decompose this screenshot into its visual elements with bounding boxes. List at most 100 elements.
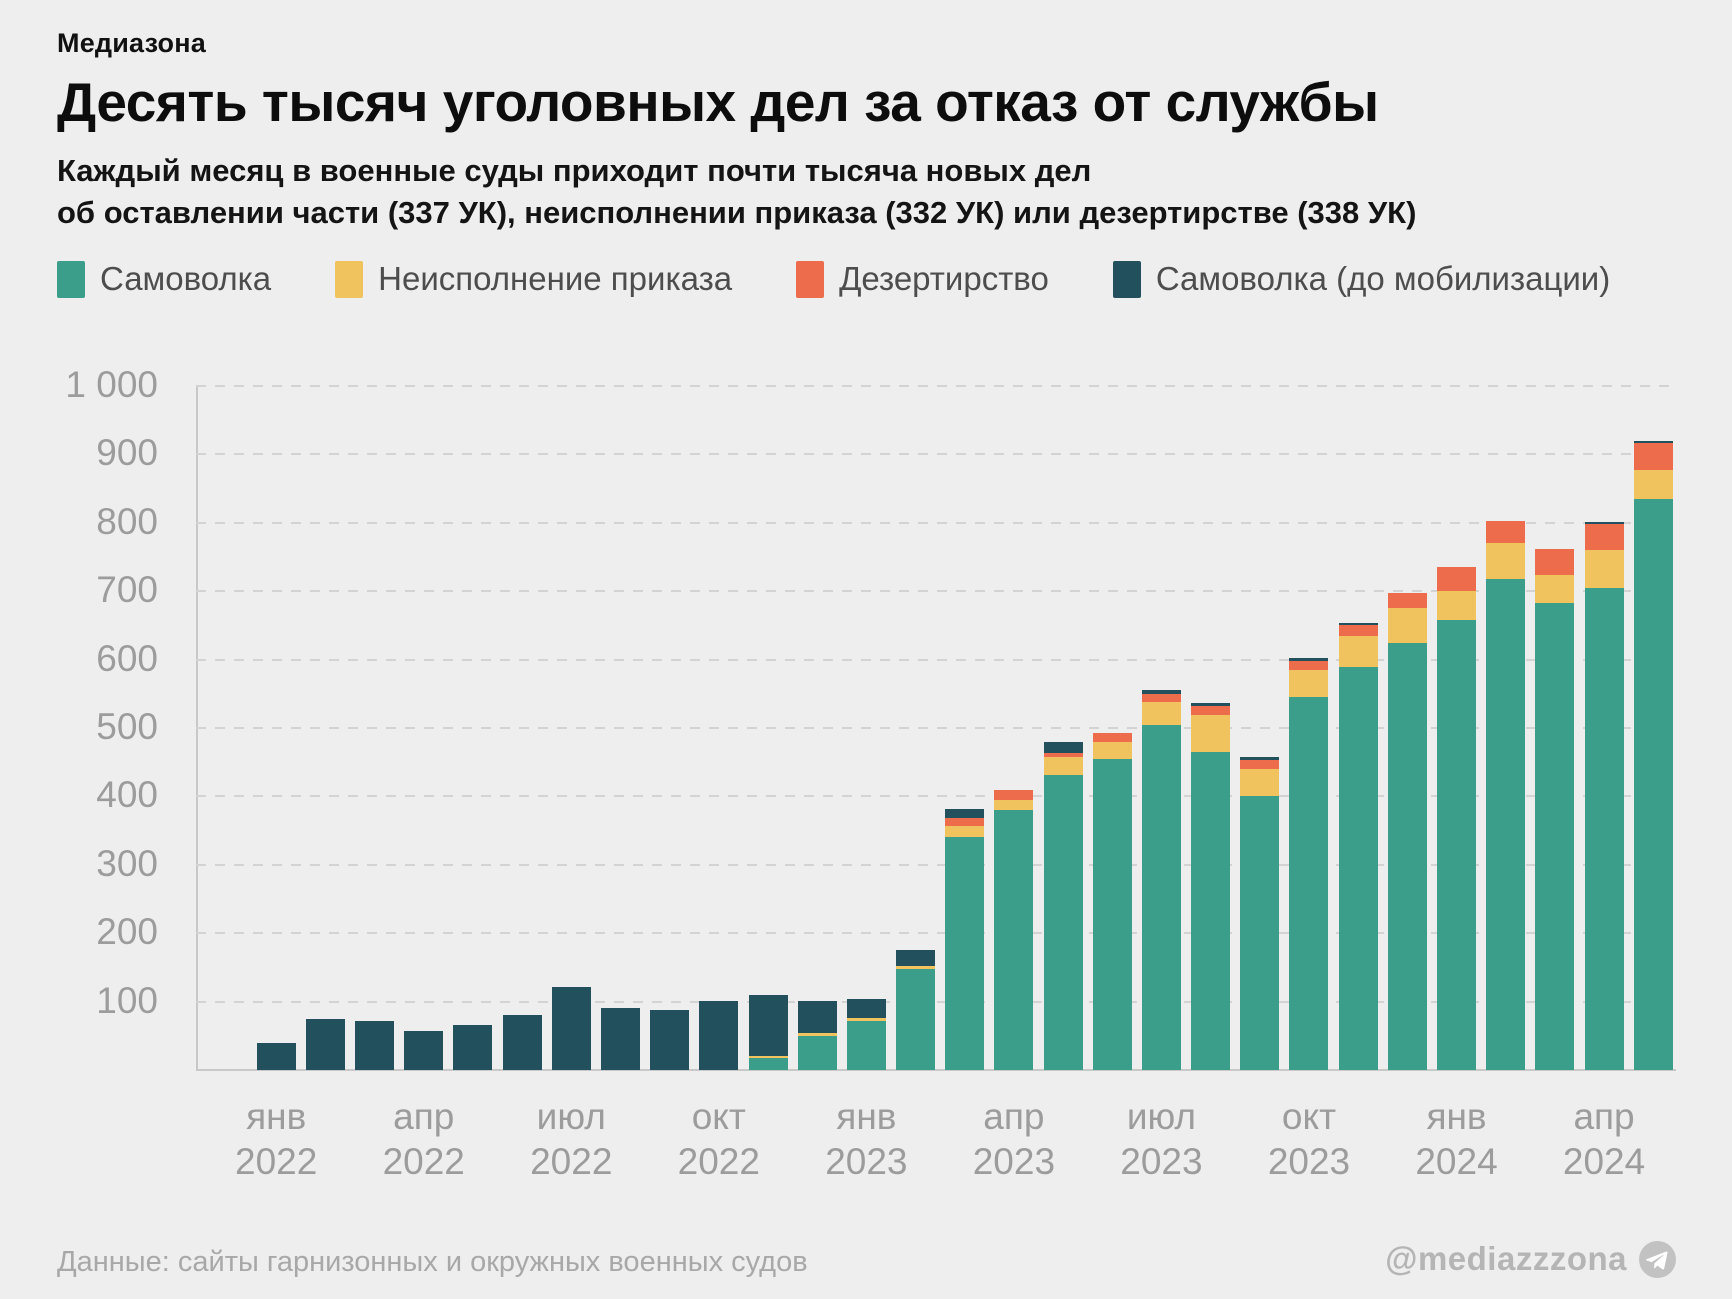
x-axis-tick-label: июл 2022: [491, 1094, 651, 1184]
bar-segment-Дезертирство: [1437, 567, 1477, 592]
x-tick-year: 2022: [382, 1141, 465, 1182]
bar-segment-Неисполнение-приказа: [1584, 550, 1624, 589]
bar-segment-Неисполнение-приказа: [1141, 702, 1181, 726]
legend-label: Дезертирство: [839, 260, 1049, 297]
bar-segment-Неисполнение-приказа: [1289, 669, 1329, 698]
bar-segment-Неисполнение-приказа: [846, 1018, 886, 1021]
bar-segment-Дезертирство: [1240, 760, 1280, 770]
bar-segment-Дезертирство: [1043, 752, 1083, 757]
telegram-handle: @mediazzzona: [1385, 1240, 1627, 1277]
bar-окт-2022: [699, 1000, 739, 1070]
bar-segment-Самоволка-(до-мобилизации): [1191, 702, 1231, 707]
bar-segment-Самоволка-(до-мобилизации): [748, 994, 788, 1057]
bar-segment-Самоволка-(до-мобилизации): [797, 1000, 837, 1034]
y-axis-tick-label: 300: [96, 842, 158, 884]
bar-segment-Неисполнение-приказа: [1240, 769, 1280, 797]
x-tick-month: окт: [691, 1096, 746, 1137]
bar-апр-2022: [404, 1031, 444, 1070]
y-axis-tick-label: 100: [96, 979, 158, 1021]
bar-segment-Дезертирство: [1584, 524, 1624, 551]
bar-май-2024: [1633, 440, 1673, 1070]
bar-segment-Самоволка-(до-мобилизации): [256, 1043, 296, 1070]
telegram-icon: [1639, 1240, 1676, 1278]
x-tick-month: апр: [1573, 1096, 1635, 1137]
x-tick-month: янв: [836, 1096, 897, 1137]
x-tick-year: 2023: [1267, 1141, 1351, 1182]
bar-segment-Самоволка: [1240, 796, 1280, 1070]
bar-июн-2023: [1092, 733, 1132, 1070]
y-axis-tick-label: 1 000: [65, 364, 158, 405]
x-tick-year: 2022: [530, 1141, 613, 1182]
bar-segment-Дезертирство: [1535, 548, 1575, 576]
bar-segment-Самоволка-(до-мобилизации): [355, 1021, 395, 1070]
bar-segment-Дезертирство: [1092, 733, 1132, 742]
bar-янв-2022: [256, 1043, 296, 1070]
x-tick-month: янв: [246, 1096, 307, 1137]
bar-segment-Самоволка: [945, 837, 985, 1070]
bar-июн-2022: [502, 1014, 542, 1070]
bar-segment-Дезертирство: [1633, 442, 1673, 471]
bar-segment-Самоволка-(до-мобилизации): [1633, 440, 1673, 443]
gridline: [196, 590, 1676, 593]
bar-segment-Самоволка-(до-мобилизации): [551, 987, 591, 1070]
bar-segment-Самоволка-(до-мобилизации): [600, 1008, 640, 1070]
subtitle-line-2: об оставлении части (337 УК), неисполнен…: [57, 195, 1417, 230]
bar-фев-2022: [305, 1018, 345, 1070]
bar-segment-Самоволка: [896, 969, 936, 1070]
bar-segment-Самоволка-(до-мобилизации): [1240, 756, 1280, 761]
bar-мар-2022: [355, 1021, 395, 1070]
bar-segment-Дезертирство: [1191, 706, 1231, 716]
legend-item-samovolka-do-mobilizacii: Самоволка (до мобилизации): [1112, 260, 1611, 298]
bar-segment-Неисполнение-приказа: [748, 1056, 788, 1058]
bar-ноя-2023: [1338, 622, 1378, 1070]
y-axis-tick-label: 500: [96, 706, 158, 747]
bar-segment-Неисполнение-приказа: [1387, 608, 1427, 644]
gridline: [196, 1000, 1676, 1003]
bar-segment-Самоволка-(до-мобилизации): [305, 1018, 345, 1070]
gridline: [196, 932, 1676, 935]
gridline: [196, 385, 1676, 387]
brand-logo: Медиазона: [57, 28, 206, 58]
bar-segment-Неисполнение-приказа: [1043, 756, 1083, 776]
bar-апр-2023: [994, 790, 1034, 1070]
bar-segment-Самоволка-(до-мобилизации): [1338, 622, 1378, 626]
legend-item-samovolka: Самоволка: [57, 260, 271, 298]
x-tick-year: 2024: [1415, 1141, 1498, 1182]
bar-segment-Дезертирство: [1289, 660, 1329, 670]
bar-segment-Самоволка-(до-мобилизации): [1043, 742, 1083, 753]
bar-янв-2024: [1437, 567, 1477, 1070]
x-tick-month: окт: [1281, 1096, 1337, 1137]
legend-swatch-dezertirstvo: [796, 260, 825, 298]
bar-segment-Самоволка: [1289, 697, 1329, 1070]
bar-segment-Самоволка-(до-мобилизации): [404, 1031, 444, 1070]
y-axis-tick-label: 700: [96, 569, 158, 611]
bar-segment-Самоволка: [1387, 643, 1427, 1070]
legend-swatch-samovolka: [57, 260, 85, 298]
bar-segment-Самоволка-(до-мобилизации): [1289, 657, 1329, 661]
bar-мар-2024: [1535, 548, 1575, 1070]
gridline: [196, 521, 1676, 524]
bar-май-2023: [1043, 742, 1083, 1070]
bar-segment-Неисполнение-приказа: [1633, 470, 1673, 499]
data-source-note: Данные: сайты гарнизонных и окружных вое…: [57, 1246, 808, 1278]
bar-segment-Самоволка-(до-мобилизации): [453, 1024, 493, 1070]
x-axis-tick-label: янв 2023: [786, 1094, 946, 1184]
bar-segment-Самоволка: [846, 1020, 886, 1070]
bar-segment-Неисполнение-приказа: [994, 799, 1034, 811]
page-title: Десять тысяч уголовных дел за отказ от с…: [57, 71, 1379, 133]
bar-segment-Неисполнение-приказа: [945, 825, 985, 838]
bar-segment-Самоволка: [1338, 667, 1378, 1070]
x-axis-tick-label: янв 2022: [196, 1094, 356, 1184]
legend-label: Самоволка (до мобилизации): [1155, 260, 1611, 297]
bar-segment-Самоволка-(до-мобилизации): [945, 809, 985, 818]
bar-segment-Самоволка: [1043, 775, 1083, 1070]
bar-segment-Неисполнение-приказа: [797, 1033, 837, 1036]
bar-segment-Дезертирство: [1338, 625, 1378, 637]
bar-segment-Самоволка: [1486, 578, 1526, 1070]
bar-segment-Самоволка: [1191, 751, 1231, 1070]
x-tick-month: июл: [536, 1096, 606, 1137]
x-tick-year: 2022: [677, 1141, 760, 1182]
bar-дек-2022: [797, 1000, 837, 1070]
bar-segment-Самоволка: [1141, 725, 1181, 1070]
bar-segment-Неисполнение-приказа: [1486, 543, 1526, 579]
